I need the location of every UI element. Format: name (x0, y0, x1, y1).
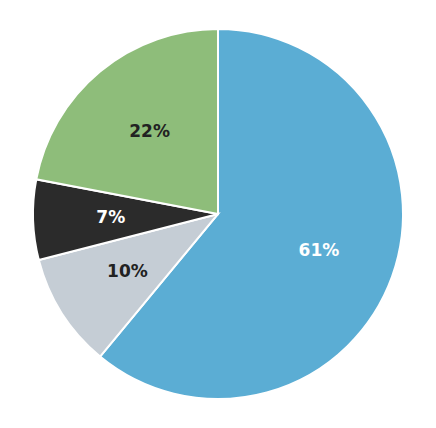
svg-text:7%: 7% (96, 207, 125, 227)
svg-text:22%: 22% (129, 121, 170, 141)
svg-text:61%: 61% (299, 240, 340, 260)
svg-text:10%: 10% (107, 261, 148, 281)
